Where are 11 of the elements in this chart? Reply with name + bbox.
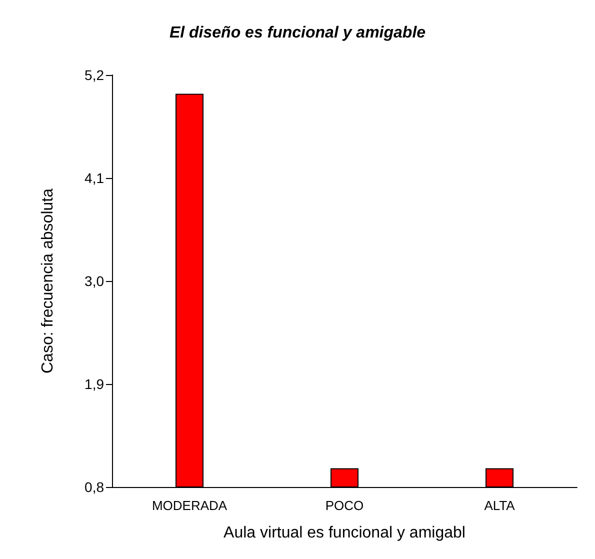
x-tick-label: ALTA — [484, 498, 516, 513]
y-tick-label: 0,8 — [84, 479, 104, 495]
y-tick-label: 5,2 — [84, 67, 104, 83]
y-tick-label: 3,0 — [84, 273, 104, 289]
x-tick-label: POCO — [325, 498, 364, 513]
y-tick-label: 1,9 — [84, 376, 104, 392]
y-tick-label: 4,1 — [84, 170, 104, 186]
y-axis-title: Caso: frecuencia absoluta — [40, 188, 56, 374]
chart-title: El diseño es funcional y amigable — [169, 24, 426, 42]
x-axis-title: Aula virtual es funcional y amigabl — [224, 524, 466, 542]
x-tick-label: MODERADA — [152, 498, 228, 513]
